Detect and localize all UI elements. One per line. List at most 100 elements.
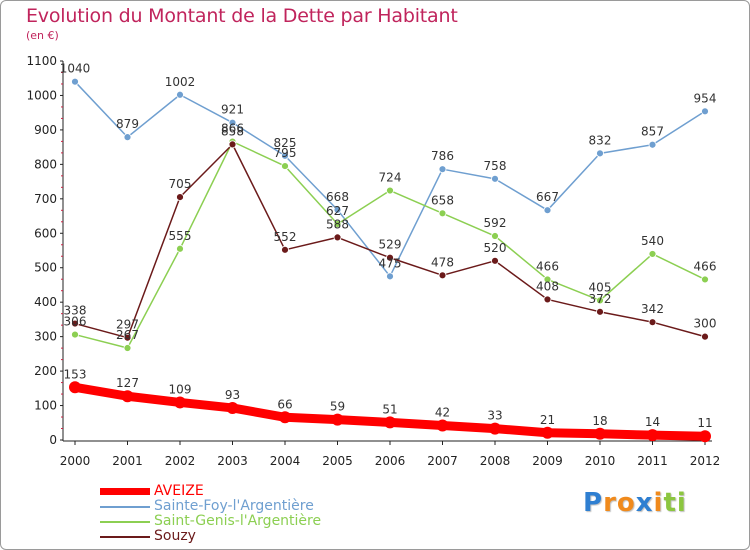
data-point	[436, 419, 449, 432]
legend-swatch-souzy	[100, 535, 150, 538]
data-point	[123, 333, 132, 342]
data-label: 668	[326, 190, 349, 204]
x-tick-label: 2001	[112, 454, 143, 468]
data-point	[596, 149, 604, 158]
data-label: 59	[330, 400, 345, 414]
data-point	[226, 401, 239, 414]
data-label: 627	[326, 204, 349, 218]
data-point	[174, 396, 186, 409]
data-point	[386, 272, 394, 281]
data-point	[71, 330, 79, 339]
data-label: 267	[116, 328, 139, 342]
data-label: 14	[645, 415, 660, 429]
data-point	[333, 205, 342, 214]
data-point	[331, 413, 344, 426]
y-tick-label: 900	[34, 123, 57, 137]
data-label: 372	[589, 292, 612, 306]
proxiti-logo: Proxiti	[583, 488, 687, 518]
data-point	[491, 232, 499, 240]
data-label: 858	[221, 124, 244, 138]
data-point	[176, 244, 184, 253]
data-point	[228, 118, 237, 127]
data-point	[176, 90, 184, 99]
logo-letter: o	[616, 488, 636, 518]
logo-letter: P	[583, 488, 604, 518]
data-label: 1040	[60, 62, 91, 76]
y-tick-label: 0	[49, 433, 57, 447]
y-tick-label: 200	[34, 364, 57, 378]
data-label: 297	[116, 318, 139, 332]
data-point	[489, 422, 501, 435]
x-tick-label: 2008	[480, 454, 511, 468]
legend-swatch-aveize	[100, 488, 150, 495]
y-tick-label: 1000	[26, 88, 57, 102]
data-point	[541, 426, 554, 439]
y-tick-label: 800	[34, 157, 57, 171]
data-label: 18	[592, 414, 607, 428]
legend-swatch-saint-genis	[100, 520, 150, 523]
data-point	[69, 381, 81, 394]
data-label: 552	[274, 230, 297, 244]
data-label: 93	[225, 388, 240, 402]
data-label: 658	[431, 193, 454, 207]
data-label: 555	[169, 229, 192, 243]
x-tick-label: 2011	[637, 454, 668, 468]
data-label: 109	[169, 382, 192, 396]
data-point	[648, 140, 657, 149]
data-label: 954	[694, 91, 717, 105]
legend-label-sainte-foy: Sainte-Foy-l'Argentière	[154, 498, 314, 514]
x-tick-label: 2000	[60, 454, 91, 468]
data-point	[333, 233, 342, 242]
data-point	[279, 411, 291, 424]
data-point	[121, 390, 134, 403]
x-tick-label: 2003	[217, 454, 248, 468]
logo-letter: i	[676, 488, 687, 518]
data-point	[543, 206, 552, 215]
data-point	[281, 151, 289, 160]
data-label: 540	[641, 234, 664, 248]
data-label: 832	[589, 133, 612, 147]
data-label: 475	[379, 256, 402, 270]
legend-label-aveize: AVEIZE	[154, 483, 204, 499]
data-point	[596, 296, 604, 305]
data-label: 786	[431, 149, 454, 163]
data-point	[71, 319, 79, 328]
legend-label-souzy: Souzy	[154, 528, 196, 544]
data-point	[176, 193, 184, 201]
data-point	[384, 416, 396, 429]
x-tick-label: 2004	[270, 454, 301, 468]
x-tick-label: 2002	[165, 454, 196, 468]
x-tick-label: 2009	[532, 454, 563, 468]
y-tick-label: 700	[34, 192, 57, 206]
data-point	[646, 429, 659, 442]
data-point	[491, 174, 499, 183]
data-label: 478	[431, 255, 454, 269]
data-label: 21	[540, 413, 555, 427]
data-point	[648, 250, 657, 258]
data-point	[386, 186, 394, 195]
data-label: 42	[435, 406, 450, 420]
data-label: 51	[382, 402, 397, 416]
data-label: 338	[64, 304, 87, 318]
data-point	[123, 133, 132, 142]
line-chart: 0 100 200 300 400 500 600 700 800 900 1000 1100 2000…	[26, 54, 721, 468]
data-point	[543, 295, 552, 304]
data-point	[71, 77, 79, 86]
data-point	[701, 332, 709, 341]
data-label: 466	[694, 259, 717, 273]
y-tick-label: 100	[34, 399, 57, 413]
data-label: 11	[697, 416, 712, 430]
y-tick-label: 400	[34, 295, 57, 309]
logo-letter: i	[653, 488, 664, 518]
data-point	[281, 162, 289, 170]
data-label: 866	[221, 122, 244, 136]
data-label: 342	[641, 302, 664, 316]
y-tick-label: 1100	[26, 54, 57, 68]
data-label: 588	[326, 217, 349, 231]
logo-letter: x	[635, 488, 654, 518]
x-tick-label: 2005	[322, 454, 353, 468]
x-tick-label: 2012	[690, 454, 721, 468]
data-point	[281, 245, 289, 254]
data-label: 300	[694, 317, 717, 331]
data-point	[543, 275, 552, 284]
